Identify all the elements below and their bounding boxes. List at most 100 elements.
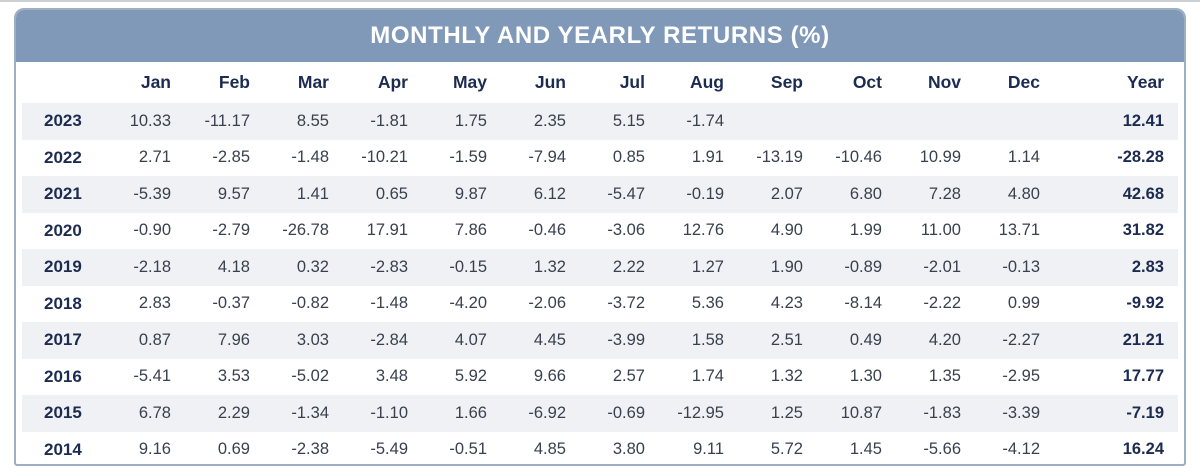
cell-2023-nov [896, 103, 975, 140]
table-row-2015: 2015 6.78 2.29 -1.34 -1.10 1.66 -6.92 -0.69 -12.… [22, 395, 1178, 432]
row-year-label: 2015 [44, 403, 82, 423]
header-row: Jan Feb Mar Apr May Jun Jul Aug Sep Oct Nov Dec Year [22, 62, 1178, 103]
cell-2016-jun: 9.66 [533, 367, 566, 386]
cell-2014-apr: -5.49 [370, 440, 408, 459]
cell-2020-feb: -2.79 [212, 221, 250, 240]
cell-2020-dec: 13.71 [998, 221, 1040, 240]
cell-2021-mar: 1.41 [296, 184, 329, 203]
column-header-apr: Apr [377, 72, 408, 92]
cell-2018-oct: -8.14 [844, 294, 882, 313]
cell-2021-apr: 0.65 [375, 184, 408, 203]
cell-2018-jan: 2.83 [138, 294, 171, 313]
cell-2021-jul: -5.47 [607, 184, 645, 203]
table-title-bar: MONTHLY AND YEARLY RETURNS (%) [16, 10, 1184, 62]
cell-2015-jul: -0.69 [607, 403, 645, 422]
cell-2016-dec: -2.95 [1002, 367, 1040, 386]
cell-2014-dec: -4.12 [1002, 440, 1040, 459]
cell-2019-year-total: 2.83 [1131, 257, 1164, 276]
cell-2015-year-total: -7.19 [1126, 403, 1164, 422]
row-year-label: 2016 [44, 366, 82, 386]
cell-2019-jun: 1.32 [533, 257, 566, 276]
cell-2019-aug: 1.27 [691, 257, 724, 276]
column-header-may: May [452, 72, 487, 92]
cell-2016-feb: 3.53 [217, 367, 250, 386]
cell-2023-may: 1.75 [454, 111, 487, 130]
cell-2021-nov: 7.28 [928, 184, 961, 203]
cell-2018-feb: -0.37 [212, 294, 250, 313]
cell-2023-sep [738, 103, 817, 140]
column-header-nov: Nov [927, 72, 961, 92]
cell-2020-oct: 1.99 [849, 221, 882, 240]
column-header-aug: Aug [689, 72, 724, 92]
row-year-label: 2021 [44, 184, 82, 204]
column-header-jun: Jun [534, 72, 566, 92]
column-header-blank [22, 62, 106, 103]
row-year-label: 2019 [44, 257, 82, 277]
cell-2018-mar: -0.82 [291, 294, 329, 313]
cell-2014-aug: 9.11 [693, 440, 724, 459]
cell-2017-oct: 0.49 [849, 330, 882, 349]
cell-2023-jan: 10.33 [129, 111, 171, 130]
column-header-feb: Feb [218, 72, 250, 92]
cell-2017-may: 4.07 [454, 330, 487, 349]
cell-2016-nov: 1.35 [928, 367, 961, 386]
cell-2020-jun: -0.46 [528, 221, 566, 240]
cell-2020-nov: 11.00 [920, 221, 961, 240]
column-header-jul: Jul [619, 72, 645, 92]
row-year-label: 2014 [44, 439, 82, 459]
cell-2023-apr: -1.81 [370, 111, 408, 130]
cell-2015-jun: -6.92 [528, 403, 566, 422]
cell-2017-apr: -2.84 [370, 330, 408, 349]
cell-2016-year-total: 17.77 [1122, 367, 1164, 386]
cell-2014-feb: 0.69 [217, 440, 250, 459]
cell-2014-sep: 5.72 [770, 440, 803, 459]
page-top-divider [0, 0, 1200, 2]
cell-2014-nov: -5.66 [923, 440, 961, 459]
cell-2022-feb: -2.85 [212, 148, 250, 167]
cell-2021-oct: 6.80 [849, 184, 882, 203]
cell-2021-aug: -0.19 [686, 184, 724, 203]
cell-2023-jun: 2.35 [533, 111, 566, 130]
cell-2014-jan: 9.16 [138, 440, 171, 459]
cell-2019-oct: -0.89 [844, 257, 882, 276]
cell-2015-feb: 2.29 [217, 403, 250, 422]
cell-2017-jun: 4.45 [533, 330, 566, 349]
cell-2020-apr: 17.91 [366, 221, 408, 240]
row-year-label: 2023 [44, 111, 82, 131]
table-row-2017: 2017 0.87 7.96 3.03 -2.84 4.07 4.45 -3.99 1.58 2.… [22, 322, 1178, 359]
cell-2020-mar: -26.78 [282, 221, 329, 240]
cell-2020-year-total: 31.82 [1122, 221, 1164, 240]
cell-2020-aug: 12.76 [682, 221, 724, 240]
table-header: Jan Feb Mar Apr May Jun Jul Aug Sep Oct Nov Dec Year [22, 62, 1178, 103]
cell-2019-jul: 2.22 [612, 257, 645, 276]
cell-2015-may: 1.66 [454, 403, 487, 422]
cell-2014-jun: 4.85 [533, 440, 566, 459]
cell-2017-aug: 1.58 [691, 330, 724, 349]
cell-2021-feb: 9.57 [217, 184, 250, 203]
cell-2023-year-total: 12.41 [1122, 111, 1164, 130]
table-row-2020: 2020 -0.90 -2.79 -26.78 17.91 7.86 -0.46 -3.06 1… [22, 213, 1178, 250]
cell-2014-jul: 3.80 [612, 440, 645, 459]
cell-2018-may: -4.20 [449, 294, 487, 313]
cell-2019-feb: 4.18 [217, 257, 250, 276]
column-header-oct: Oct [852, 72, 882, 92]
table-row-2023: 2023 10.33 -11.17 8.55 -1.81 1.75 2.35 5.15 -1.7… [22, 103, 1178, 140]
cell-2016-oct: 1.30 [849, 367, 882, 386]
cell-2015-dec: -3.39 [1002, 403, 1040, 422]
table-row-2022: 2022 2.71 -2.85 -1.48 -10.21 -1.59 -7.94 0.85 1.… [22, 140, 1178, 177]
returns-table: Jan Feb Mar Apr May Jun Jul Aug Sep Oct Nov Dec Year… [22, 62, 1178, 464]
cell-2021-jan: -5.39 [133, 184, 171, 203]
cell-2019-nov: -2.01 [923, 257, 961, 276]
cell-2019-mar: 0.32 [296, 257, 329, 276]
row-year-label: 2022 [44, 147, 82, 167]
table-row-2021: 2021 -5.39 9.57 1.41 0.65 9.87 6.12 -5.47 -0.19 2… [22, 176, 1178, 213]
cell-2023-feb: -11.17 [204, 111, 250, 130]
table-row-2019: 2019 -2.18 4.18 0.32 -2.83 -0.15 1.32 2.22 1.27 1… [22, 249, 1178, 286]
cell-2017-year-total: 21.21 [1122, 330, 1164, 349]
cell-2021-dec: 4.80 [1007, 184, 1040, 203]
cell-2015-apr: -1.10 [370, 403, 408, 422]
cell-2018-sep: 4.23 [770, 294, 803, 313]
cell-2021-sep: 2.07 [770, 184, 803, 203]
cell-2017-jan: 0.87 [138, 330, 171, 349]
cell-2022-aug: 1.91 [691, 148, 724, 167]
